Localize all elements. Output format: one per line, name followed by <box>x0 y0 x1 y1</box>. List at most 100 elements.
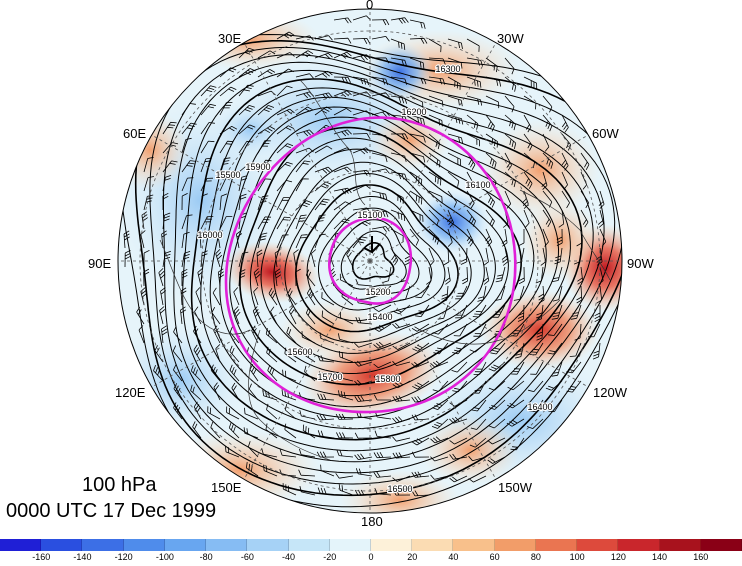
wind-barb <box>225 445 240 458</box>
wind-barb <box>409 190 423 205</box>
lon-label-30w: 30W <box>497 31 524 46</box>
wind-barb <box>371 36 390 42</box>
wind-barb <box>333 129 352 137</box>
colorbar-tick-label: 160 <box>693 552 709 562</box>
wind-barb <box>428 228 440 245</box>
wind-barb <box>233 287 240 306</box>
wind-barb <box>162 121 177 135</box>
height-contour <box>249 137 509 374</box>
wind-barb <box>409 209 424 222</box>
wind-barb <box>193 401 202 420</box>
wind-barb <box>409 114 425 125</box>
wind-barb <box>447 190 457 208</box>
wind-barb <box>299 448 316 458</box>
wind-barb <box>455 285 468 300</box>
wind-barb <box>311 249 317 268</box>
wind-barb <box>518 266 525 285</box>
wind-barb <box>441 285 449 303</box>
wind-barb <box>371 133 389 142</box>
wind-barb <box>231 382 240 401</box>
wind-barb <box>284 423 297 439</box>
wind-barb <box>262 389 278 401</box>
height-contour <box>318 207 433 311</box>
colorbar-tick-label: -80 <box>199 552 213 562</box>
wind-barb <box>244 407 259 420</box>
height-contour <box>173 61 605 463</box>
wind-barb <box>501 247 509 266</box>
wind-barb <box>193 344 202 363</box>
wind-barb <box>373 304 392 312</box>
wind-barb <box>371 110 390 117</box>
wind-barb <box>504 114 516 131</box>
wind-barb <box>354 360 373 367</box>
wind-barb <box>226 406 240 420</box>
wind-barb <box>238 124 256 135</box>
wind-barb <box>514 342 525 359</box>
wind-barb <box>428 152 441 168</box>
wind-barb <box>238 193 247 211</box>
wind-barb <box>295 268 301 287</box>
wind-barb <box>200 250 208 268</box>
wind-barb <box>548 399 563 413</box>
wind-barb <box>470 418 487 430</box>
wind-barb <box>390 171 408 181</box>
lon-label-60e: 60E <box>123 126 147 141</box>
wind-barb <box>523 95 537 110</box>
colorbar-tick-label: 100 <box>569 552 585 562</box>
wind-barb <box>333 17 352 24</box>
wind-barb <box>282 369 297 382</box>
meridian-line <box>369 260 497 480</box>
height-contour <box>219 106 547 408</box>
continent-outlines <box>159 79 611 461</box>
wind-barb <box>428 171 442 186</box>
wind-barb <box>488 399 506 410</box>
colorbar-segment <box>123 539 165 551</box>
wind-barb <box>471 399 487 412</box>
wind-barb <box>159 306 166 325</box>
wind-barb <box>317 393 335 401</box>
wind-barb <box>517 304 525 322</box>
wind-barb <box>293 249 299 268</box>
wind-barb <box>276 180 293 192</box>
wind-barb <box>535 266 544 284</box>
wind-barb <box>284 347 297 363</box>
wind-barb <box>302 348 316 363</box>
wind-barb <box>466 171 475 190</box>
wind-barb <box>523 76 538 90</box>
wind-barb <box>392 322 411 329</box>
wind-barb <box>266 403 278 420</box>
wind-barb <box>173 326 183 344</box>
wind-barb <box>333 108 352 116</box>
wind-barb <box>523 171 533 189</box>
wind-barb <box>510 323 525 337</box>
wind-barb <box>295 35 314 41</box>
wind-barb <box>558 209 565 228</box>
wind-barb <box>592 342 601 360</box>
wind-barb <box>510 437 525 451</box>
wind-barb <box>336 449 354 458</box>
wind-barb <box>490 342 506 355</box>
meridian-line <box>369 42 497 262</box>
wind-barb <box>462 266 468 285</box>
wind-barb <box>314 145 333 154</box>
wind-barb <box>295 129 314 137</box>
wind-barb <box>466 209 476 227</box>
wind-barb <box>542 133 550 152</box>
wind-barb <box>124 249 131 268</box>
wind-barb <box>238 269 246 287</box>
wind-barb <box>266 346 278 363</box>
wind-barb <box>411 361 430 368</box>
wind-barb <box>333 218 350 230</box>
wind-barb <box>215 344 221 363</box>
wind-barb <box>335 473 354 479</box>
wind-barb <box>153 364 164 382</box>
wind-barb <box>428 76 446 85</box>
wind-barb <box>354 453 373 460</box>
wind-barb <box>447 38 463 49</box>
wind-barb <box>551 304 563 320</box>
wind-barb <box>561 190 570 209</box>
wind-barb <box>411 471 430 478</box>
wind-barb <box>432 399 449 410</box>
wind-barb <box>485 95 500 109</box>
wind-barb <box>338 390 354 401</box>
